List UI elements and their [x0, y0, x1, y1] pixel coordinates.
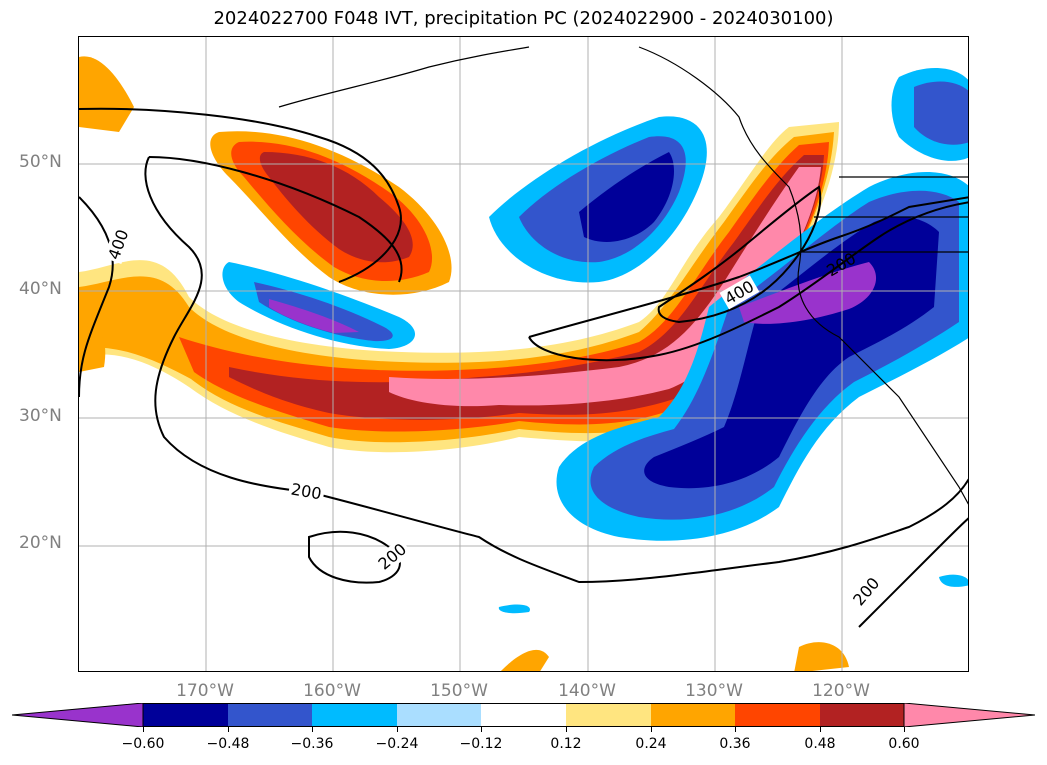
lat-label-30n: 30°N	[19, 406, 62, 426]
colorbar-tick-5: 0.12	[550, 736, 582, 752]
colorbar-segment-2	[228, 703, 312, 727]
colorbar-segment-1	[143, 703, 228, 727]
colorbar-segment-4	[397, 703, 481, 727]
colorbar	[12, 703, 1035, 727]
graticule	[79, 37, 968, 671]
lon-label-160w: 160°W	[303, 681, 361, 701]
colorbar-tick-4: −0.12	[459, 736, 503, 752]
colorbar-tick-0: −0.60	[121, 736, 165, 752]
colorbar-segment-8	[735, 703, 820, 727]
lon-label-120w: 120°W	[812, 681, 870, 701]
lon-label-130w: 130°W	[685, 681, 743, 701]
colorbar-segment-7	[651, 703, 735, 727]
colorbar-tick-1: −0.48	[206, 736, 250, 752]
map-panel[interactable]: 400 200 200 400 200 200	[78, 36, 969, 672]
lat-label-50n: 50°N	[19, 152, 62, 172]
plot-title: 2024022700 F048 IVT, precipitation PC (2…	[213, 8, 834, 29]
negative-anomaly-regions	[222, 67, 968, 614]
colorbar-tick-6: 0.24	[635, 736, 667, 752]
colorbar-segment-3	[312, 703, 397, 727]
colorbar-segment-10	[903, 703, 1035, 727]
coastlines	[278, 46, 968, 505]
colorbar-tick-3: −0.24	[375, 736, 419, 752]
lon-label-140w: 140°W	[558, 681, 616, 701]
colorbar-segment-6	[566, 703, 651, 727]
lon-label-150w: 150°W	[430, 681, 488, 701]
colorbar-tick-8: 0.48	[804, 736, 836, 752]
ivt-contours	[79, 107, 968, 628]
colorbar-segment-0	[12, 703, 144, 727]
colorbar-tick-9: 0.60	[888, 736, 920, 752]
colorbar-tick-2: −0.36	[290, 736, 334, 752]
colorbar-segment-5	[481, 703, 566, 727]
colorbar-segment-9	[820, 703, 904, 727]
lon-label-170w: 170°W	[176, 681, 234, 701]
lat-label-40n: 40°N	[19, 279, 62, 299]
map-canvas	[79, 37, 968, 671]
lat-label-20n: 20°N	[19, 533, 62, 553]
colorbar-tick-7: 0.36	[719, 736, 751, 752]
